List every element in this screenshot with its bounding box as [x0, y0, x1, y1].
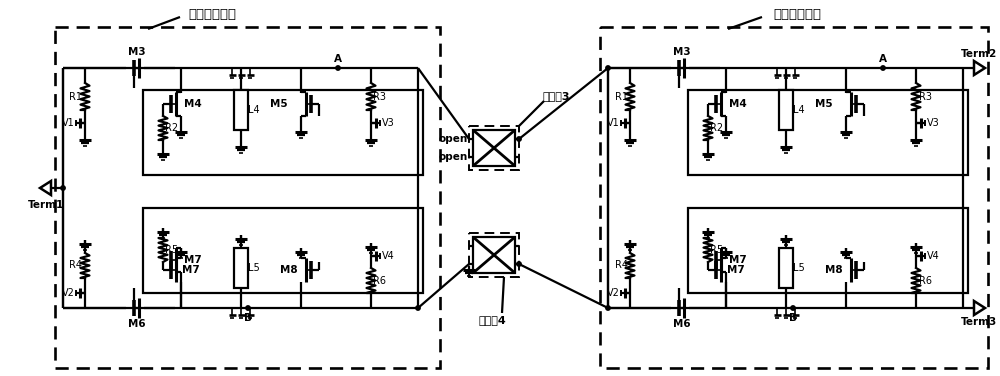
Text: 第二开关网络: 第二开关网络	[773, 8, 821, 21]
Text: V4: V4	[382, 251, 394, 261]
Text: R6: R6	[918, 276, 932, 285]
Text: V2: V2	[607, 288, 619, 298]
Bar	[55, 27, 440, 368]
Text: L5: L5	[793, 263, 805, 273]
Bar	[779, 90, 793, 130]
Circle shape	[61, 186, 65, 190]
Text: V3: V3	[927, 118, 939, 128]
Circle shape	[416, 306, 420, 310]
Text: Term2: Term2	[961, 49, 997, 59]
Text: R1: R1	[70, 91, 82, 102]
Text: R5: R5	[165, 245, 179, 255]
Text: V4: V4	[927, 251, 939, 261]
Polygon shape	[974, 301, 985, 315]
Text: R3: R3	[918, 91, 932, 102]
Bar	[469, 126, 519, 170]
Text: V3: V3	[382, 118, 394, 128]
Circle shape	[881, 66, 885, 70]
Text: V1: V1	[607, 118, 619, 128]
Text: V1: V1	[62, 118, 74, 128]
Text: R1: R1	[614, 91, 628, 102]
Text: M5: M5	[815, 99, 833, 109]
Text: A: A	[879, 54, 887, 64]
Circle shape	[606, 306, 610, 310]
Text: Term1: Term1	[28, 200, 64, 210]
Text: M8: M8	[280, 265, 298, 275]
Text: B: B	[244, 313, 252, 323]
Text: R3: R3	[374, 91, 386, 102]
Bar	[600, 27, 988, 368]
Bar	[688, 90, 968, 175]
Text: M8: M8	[825, 265, 843, 275]
Circle shape	[246, 306, 250, 310]
Text: M7: M7	[184, 255, 202, 265]
Bar	[143, 208, 423, 293]
Circle shape	[336, 66, 340, 70]
Text: open: open	[438, 134, 468, 144]
Circle shape	[606, 66, 610, 70]
Text: 耦合器4: 耦合器4	[478, 315, 506, 325]
Text: 耦合器3: 耦合器3	[542, 91, 570, 101]
Bar	[234, 90, 248, 130]
Text: M7: M7	[182, 265, 200, 275]
Text: L4: L4	[793, 105, 805, 115]
Bar	[779, 248, 793, 288]
Text: R4: R4	[70, 261, 82, 270]
Bar	[143, 90, 423, 175]
Text: A: A	[334, 54, 342, 64]
Text: R4: R4	[614, 261, 628, 270]
Text: M7: M7	[727, 265, 745, 275]
Text: M3: M3	[128, 47, 146, 57]
Polygon shape	[974, 61, 985, 75]
Text: V2: V2	[62, 288, 74, 298]
Text: L4: L4	[248, 105, 260, 115]
Circle shape	[517, 262, 521, 266]
Text: open: open	[438, 152, 468, 162]
Bar	[688, 208, 968, 293]
Text: M6: M6	[673, 319, 691, 329]
Circle shape	[791, 306, 795, 310]
Text: M4: M4	[184, 99, 202, 109]
Text: R2: R2	[165, 123, 179, 133]
Polygon shape	[40, 181, 51, 195]
Text: R5: R5	[710, 245, 724, 255]
Text: R2: R2	[710, 123, 724, 133]
Text: M3: M3	[673, 47, 691, 57]
Text: M6: M6	[128, 319, 146, 329]
Bar	[234, 248, 248, 288]
Bar	[473, 130, 515, 166]
Text: L5: L5	[248, 263, 260, 273]
Text: 第一开关网络: 第一开关网络	[188, 8, 236, 21]
Text: M7: M7	[729, 255, 747, 265]
Text: R6: R6	[374, 276, 386, 285]
Text: M4: M4	[729, 99, 747, 109]
Text: M5: M5	[270, 99, 288, 109]
Circle shape	[517, 137, 521, 141]
Bar	[473, 237, 515, 273]
Bar	[469, 233, 519, 277]
Text: B: B	[789, 313, 797, 323]
Text: Term3: Term3	[961, 317, 997, 327]
